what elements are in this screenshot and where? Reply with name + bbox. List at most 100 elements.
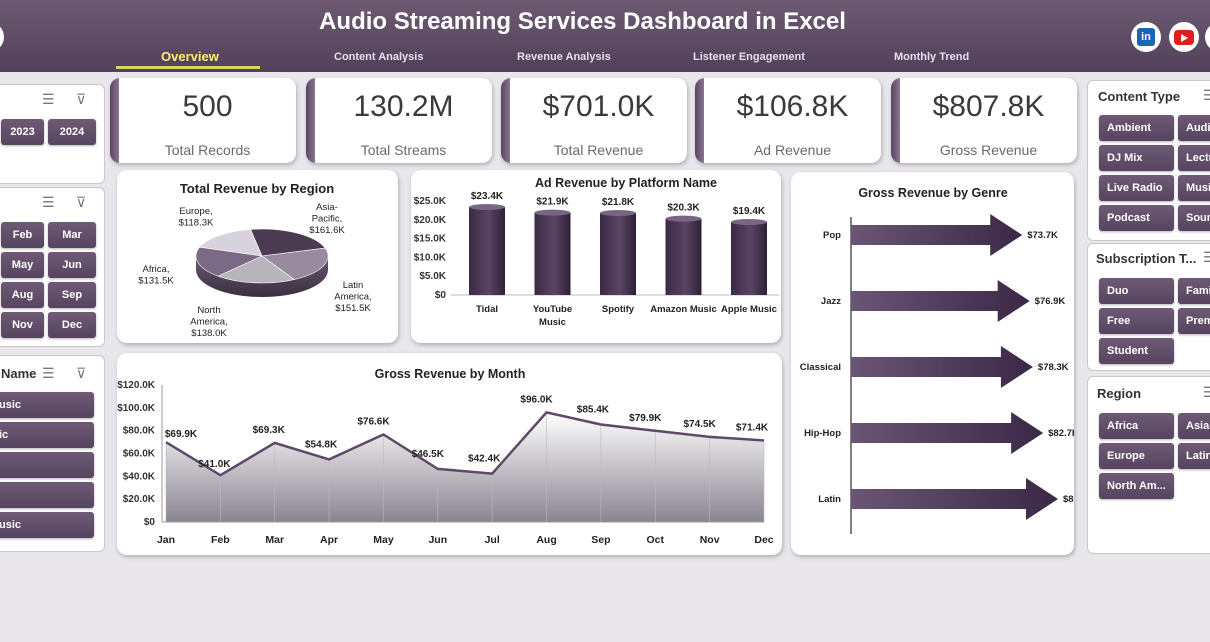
x-tick-label: Feb [211, 534, 230, 546]
kpi-label: Total Records [164, 142, 251, 158]
chart-title: Total Revenue by Region [180, 181, 334, 196]
bar-value-label: $21.9K [536, 197, 569, 208]
slicer-item[interactable]: DJ Mix [1099, 145, 1174, 171]
linkedin-icon: in [1137, 28, 1155, 46]
slicer-item[interactable]: Fami [1178, 278, 1210, 304]
x-tick-label: Jun [428, 534, 447, 546]
pie-label-line: $138.0K [191, 328, 227, 339]
slicer-item[interactable]: ic [0, 422, 94, 448]
x-tick-line: YouTube [533, 304, 572, 315]
kpi-total-streams: 130.2M Total Streams [306, 78, 492, 163]
bar-value-label: $78.3K [1038, 362, 1069, 373]
multi-select-icon[interactable]: ☰ [1203, 384, 1210, 401]
y-tick-label: $25.0K [414, 196, 447, 207]
slicer-item[interactable]: Sep [48, 282, 96, 308]
header-bar: Audio Streaming Services Dashboard in Ex… [0, 0, 1210, 72]
slicer-item[interactable]: Ambient [1099, 115, 1174, 141]
slicer-subscription-type: Subscription T... ☰ Duo Fami Free Prem S… [1087, 243, 1210, 371]
data-label: $41.0K [198, 459, 231, 470]
youtube-button[interactable] [1169, 22, 1199, 52]
slicer-item[interactable]: Aug [1, 282, 44, 308]
tab-revenue-analysis[interactable]: Revenue Analysis [517, 51, 611, 63]
tab-listener-engagement[interactable]: Listener Engagement [693, 51, 805, 63]
clear-filter-icon[interactable]: ⊽ [76, 194, 87, 210]
multi-select-icon[interactable]: ☰ [42, 365, 55, 381]
slicer-item[interactable]: usic [0, 512, 94, 538]
slicer-item[interactable]: Soun [1178, 205, 1210, 231]
slicer-item[interactable]: Europe [1099, 443, 1174, 469]
slicer-item[interactable]: North Am... [1099, 473, 1174, 499]
kpi-value: 130.2M [353, 90, 454, 123]
slicer-item[interactable]: Podcast [1099, 205, 1174, 231]
x-tick-label: Jan [157, 534, 175, 546]
slicer-item[interactable]: Prem [1178, 308, 1210, 334]
y-tick-label: Latin [818, 494, 841, 505]
pie-chart-region: Total Revenue by Region Asia-Pacific, $161… [138, 181, 371, 339]
pie-slice-asia-pacific [250, 228, 326, 257]
y-tick-label: $5.0K [419, 271, 446, 282]
linkedin-button[interactable]: in [1131, 22, 1161, 52]
pie-data-label: Africa, $131.5K [138, 264, 174, 287]
pie-slice-africa [195, 246, 264, 277]
y-tick-label: $0 [435, 290, 447, 301]
slicer-item[interactable]: Duo [1099, 278, 1174, 304]
slicer-item[interactable]: Lectu [1178, 145, 1210, 171]
clear-filter-icon[interactable]: ⊽ [76, 365, 87, 381]
kpi-total-records: 500 Total Records [110, 78, 296, 163]
bar-1 [534, 212, 571, 295]
slicer-item[interactable]: Free [1099, 308, 1174, 334]
arrow-bar-jazz [851, 280, 1030, 322]
multi-select-icon[interactable]: ☰ [42, 91, 55, 107]
slicer-item[interactable]: 2023 [1, 119, 44, 145]
slicer-item[interactable]: Student [1099, 338, 1174, 364]
slicer-item[interactable]: Live Radio [1099, 175, 1174, 201]
slicer-item[interactable]: Dec [48, 312, 96, 338]
bar-top [665, 215, 702, 222]
slicer-item[interactable]: Musi [1178, 175, 1210, 201]
slicer-item[interactable]: May [1, 252, 44, 278]
pie-slice-north-america [217, 255, 295, 284]
tab-overview[interactable]: Overview [161, 49, 219, 64]
slicer-item[interactable]: Jun [48, 252, 96, 278]
bar-3 [665, 218, 702, 295]
pie-label-line: North [197, 305, 220, 316]
bar-top [534, 209, 571, 216]
slicer-header: Content Type [1098, 89, 1181, 104]
y-tick-label: $20.0K [123, 494, 156, 505]
tab-content-analysis[interactable]: Content Analysis [334, 51, 424, 63]
bar-0 [469, 207, 505, 295]
kpi-value: 500 [182, 90, 233, 123]
multi-select-icon[interactable]: ☰ [1203, 249, 1210, 266]
slicer-item[interactable]: Mar [48, 222, 96, 248]
multi-select-icon[interactable]: ☰ [1203, 87, 1210, 104]
x-tick-label: Jul [485, 534, 500, 546]
social-button-partial[interactable] [1205, 22, 1210, 52]
kpi-label: Ad Revenue [753, 142, 832, 158]
multi-select-icon[interactable]: ☰ [42, 194, 55, 210]
chart-title: Gross Revenue by Month [375, 367, 526, 381]
y-tick-label: Classical [800, 362, 841, 373]
y-tick-label: Jazz [821, 296, 841, 307]
chart-title: Gross Revenue by Genre [858, 186, 1007, 200]
slicer-item[interactable]: Feb [1, 222, 44, 248]
slicer-header: Name [1, 366, 37, 381]
slicer-item[interactable]: usic [0, 392, 94, 418]
slicer-item[interactable]: Africa [1099, 413, 1174, 439]
slicer-item[interactable]: Asia- [1178, 413, 1210, 439]
tab-monthly-trend[interactable]: Monthly Trend [894, 51, 970, 63]
y-tick-label: $100.0K [117, 403, 156, 414]
data-label: $54.8K [305, 439, 338, 450]
slicer-item[interactable] [0, 482, 94, 508]
data-label: $69.3K [253, 425, 286, 436]
chart-card-region: Total Revenue by Region Asia-Pacific, $161… [117, 170, 398, 343]
bar-value-label: $23.4K [471, 191, 504, 202]
slicer-header: Subscription T... [1096, 251, 1197, 266]
slicer-item[interactable]: Latin [1178, 443, 1210, 469]
slicer-item[interactable] [0, 452, 94, 478]
slicer-item[interactable]: Nov [1, 312, 44, 338]
slicer-item[interactable]: 2024 [48, 119, 96, 145]
slicer-platform-name: Name ☰ ⊽ usic ic usic [0, 355, 105, 552]
active-tab-indicator [116, 66, 260, 69]
clear-filter-icon[interactable]: ⊽ [76, 91, 87, 107]
slicer-item[interactable]: Audi [1178, 115, 1210, 141]
